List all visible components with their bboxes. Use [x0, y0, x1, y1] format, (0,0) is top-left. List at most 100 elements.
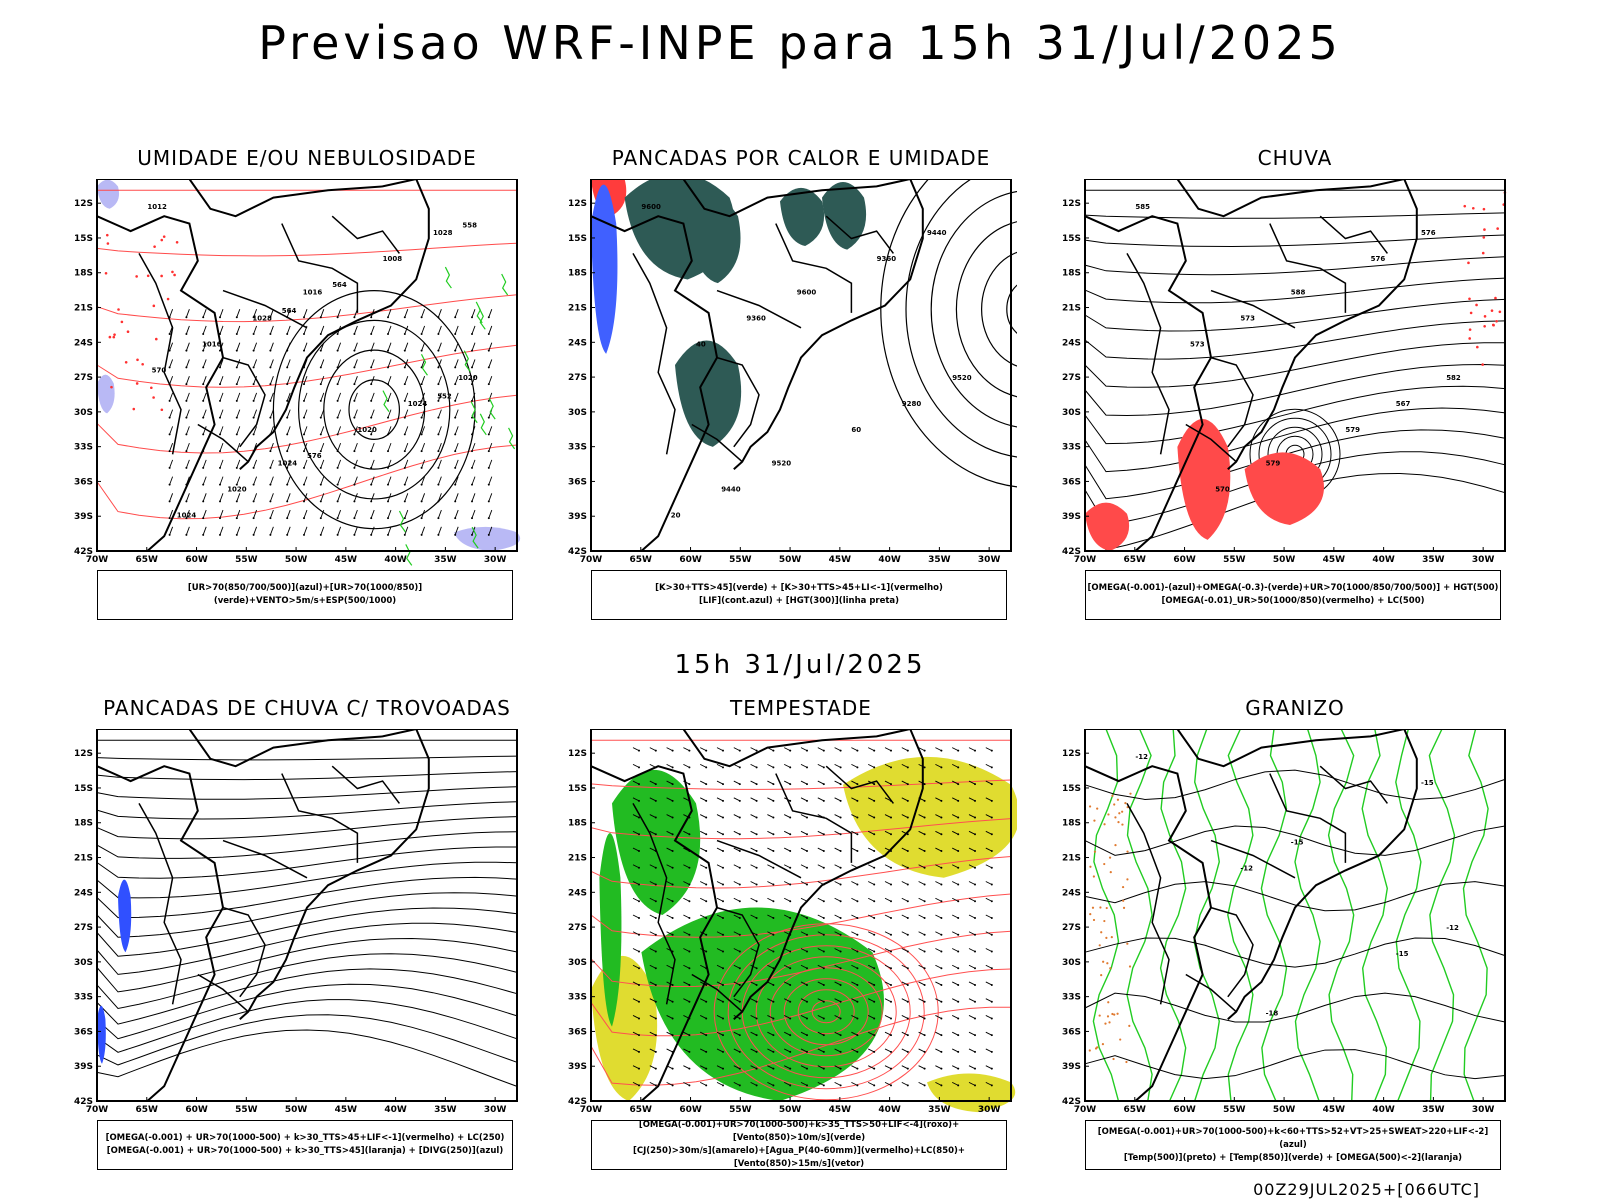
contour-label: -12 — [1135, 753, 1148, 761]
contour-label: 558 — [462, 221, 477, 229]
latitude-label: 12S — [568, 199, 587, 209]
longitude-label: 60W — [185, 555, 208, 565]
latitude-label: 39S — [74, 1062, 93, 1072]
contour-label: 585 — [1135, 203, 1150, 211]
latitude-label: 36S — [568, 477, 587, 487]
contour-label: 1012 — [147, 203, 167, 211]
longitude-label: 30W — [978, 555, 1001, 565]
contour-label: 40 — [696, 340, 706, 348]
contour-label: 1020 — [458, 374, 478, 382]
latitude-label: 27S — [74, 373, 93, 383]
longitude-label: 35W — [928, 555, 951, 565]
longitude-label: 50W — [779, 555, 802, 565]
valid-time-subtitle: 15h 31/Jul/2025 — [0, 650, 1600, 680]
longitude-label: 35W — [434, 555, 457, 565]
latitude-label: 27S — [74, 923, 93, 933]
latitude-label: 15S — [1062, 784, 1081, 794]
longitude-label: 40W — [384, 555, 407, 565]
contour-label: 573 — [1190, 340, 1205, 348]
longitude-label: 50W — [285, 1105, 308, 1115]
longitude-label: 45W — [829, 555, 852, 565]
map-panel-5: 12S 15S 18S 21S 24S 27S 30S 33S 36S 39S 42S70W 65W 6… — [557, 729, 1017, 1121]
longitude-label: 45W — [829, 1105, 852, 1115]
latitude-label: 30S — [74, 408, 93, 418]
contour-label: 564 — [332, 281, 347, 289]
contour-label: 9440 — [721, 485, 741, 493]
contour-label: 9440 — [927, 229, 947, 237]
contour-label: 579 — [1345, 426, 1360, 434]
legend-box-2: [K>30+TTS>45](verde) + [K>30+TTS>45+LI<-… — [591, 570, 1007, 620]
latitude-label: 33S — [568, 993, 587, 1003]
longitude-label: 30W — [978, 1105, 1001, 1115]
legend-line: [OMEGA(-0.001)-(azul)+OMEGA(-0.3)-(verde… — [1086, 582, 1500, 595]
latitude-label: 24S — [568, 888, 587, 898]
longitude-label: 70W — [580, 1105, 603, 1115]
latitude-label: 12S — [74, 749, 93, 759]
latitude-label: 21S — [568, 854, 587, 864]
longitude-label: 60W — [679, 1105, 702, 1115]
longitude-label: 55W — [235, 555, 258, 565]
panel-title-5: TEMPESTADE — [591, 696, 1011, 720]
latitude-label: 12S — [1062, 749, 1081, 759]
latitude-label: 18S — [74, 269, 93, 279]
contour-label: -15 — [1291, 838, 1304, 846]
latitude-label: 15S — [74, 234, 93, 244]
latitude-label: 15S — [1062, 234, 1081, 244]
contour-label: 582 — [1446, 374, 1461, 382]
latitude-label: 18S — [74, 819, 93, 829]
longitude-label: 35W — [1422, 1105, 1445, 1115]
contour-label: 1024 — [408, 400, 428, 408]
latitude-label: 36S — [1062, 477, 1081, 487]
longitude-label: 70W — [580, 555, 603, 565]
longitude-label: 55W — [729, 1105, 752, 1115]
latitude-label: 24S — [74, 338, 93, 348]
latitude-label: 12S — [74, 199, 93, 209]
longitude-label: 50W — [1273, 555, 1296, 565]
longitude-label: 40W — [1372, 1105, 1395, 1115]
latitude-label: 24S — [1062, 338, 1081, 348]
contour-label: 9520 — [772, 459, 792, 467]
contour-label: 576 — [307, 452, 322, 460]
longitude-label: 50W — [1273, 1105, 1296, 1115]
panel-title-2: PANCADAS POR CALOR E UMIDADE — [591, 146, 1011, 170]
latitude-label: 33S — [568, 443, 587, 453]
latitude-label: 24S — [74, 888, 93, 898]
contour-label: 9360 — [746, 314, 766, 322]
contour-label: 576 — [1371, 255, 1386, 263]
latitude-label: 15S — [568, 784, 587, 794]
longitude-label: 60W — [185, 1105, 208, 1115]
longitude-label: 70W — [86, 555, 109, 565]
legend-box-1: [UR>70(850/700/500)](azul)+[UR>70(1000/8… — [97, 570, 513, 620]
contour-label: 20 — [671, 512, 681, 520]
longitude-label: 55W — [729, 555, 752, 565]
latitude-label: 30S — [74, 958, 93, 968]
contour-label: 1016 — [303, 288, 323, 296]
latitude-label: 18S — [1062, 819, 1081, 829]
legend-line: [Temp(500)](preto) + [Temp(850)](verde) … — [1086, 1152, 1500, 1165]
panel-title-6: GRANIZO — [1085, 696, 1505, 720]
legend-line: [OMEGA(-0.001) + UR>70(1000-500) + k>30_… — [98, 1132, 512, 1145]
latitude-label: 30S — [1062, 408, 1081, 418]
contour-label: 9600 — [641, 203, 661, 211]
contour-label: -15 — [1421, 779, 1434, 787]
latitude-label: 24S — [568, 338, 587, 348]
panel-title-3: CHUVA — [1085, 146, 1505, 170]
latitude-label: 36S — [568, 1027, 587, 1037]
contour-label: 1016 — [202, 340, 222, 348]
contour-label: 579 — [1266, 459, 1281, 467]
map-panel-2: 9600 9600 9520 9520 9440 9360 9280 9440 9360 40 60… — [557, 179, 1017, 571]
map-panel-1: 1012101610201024102810281024102010081016… — [63, 179, 523, 571]
longitude-label: 60W — [1173, 555, 1196, 565]
contour-label: 576 — [1421, 229, 1436, 237]
contour-label: 552 — [437, 392, 452, 400]
latitude-label: 39S — [74, 512, 93, 522]
contour-label: 570 — [152, 366, 167, 374]
contour-label: 570 — [1215, 485, 1230, 493]
latitude-label: 15S — [74, 784, 93, 794]
contour-label: -18 — [1266, 1009, 1279, 1017]
latitude-label: 18S — [1062, 269, 1081, 279]
latitude-label: 36S — [74, 1027, 93, 1037]
longitude-label: 50W — [285, 555, 308, 565]
latitude-label: 21S — [74, 854, 93, 864]
legend-box-5: [OMEGA(-0.001)+UR>70(1000-500)+k>35_TTS>… — [591, 1120, 1007, 1170]
